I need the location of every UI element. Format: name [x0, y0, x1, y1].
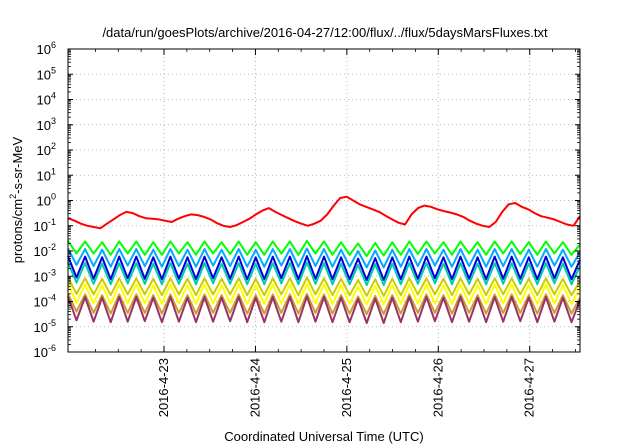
y-tick-exponent: -6	[48, 343, 56, 353]
y-tick-exponent: -2	[48, 242, 56, 252]
x-axis-label: Coordinated Universal Time (UTC)	[224, 429, 423, 444]
y-tick-exponent: 2	[51, 141, 56, 151]
y-tick-base: 10	[37, 168, 51, 183]
chart-title: /data/run/goesPlots/archive/2016-04-27/1…	[102, 25, 548, 40]
y-tick-exponent: 0	[51, 192, 56, 202]
y-tick-exponent: 6	[51, 40, 56, 50]
y-tick-base: 10	[34, 295, 48, 310]
y-tick-exponent: 3	[51, 116, 56, 126]
y-tick-label: 105	[37, 65, 56, 82]
y-tick-label: 101	[37, 166, 56, 183]
y-tick-base: 10	[37, 42, 51, 57]
y-tick-label: 103	[37, 116, 56, 133]
y-tick-base: 10	[34, 244, 48, 259]
series-line-3	[67, 247, 581, 269]
series-line-9	[67, 295, 581, 324]
y-tick-label: 10-1	[34, 217, 56, 234]
y-tick-label: 10-4	[34, 293, 56, 310]
y-tick-label: 100	[37, 192, 56, 209]
y-tick-label: 10-2	[34, 242, 56, 259]
y-tick-exponent: 4	[51, 91, 56, 101]
y-tick-exponent: -3	[48, 267, 56, 277]
x-tick-label: 2016-4-25	[339, 358, 354, 417]
y-tick-base: 10	[34, 320, 48, 335]
series-line-5	[67, 261, 581, 287]
y-tick-base: 10	[34, 219, 48, 234]
y-tick-base: 10	[37, 143, 51, 158]
x-tick-label: 2016-4-24	[247, 358, 262, 417]
y-tick-base: 10	[34, 345, 48, 360]
y-tick-base: 10	[37, 93, 51, 108]
y-tick-exponent: 1	[51, 166, 56, 176]
series-line-2	[67, 239, 581, 258]
x-tick-label: 2016-4-27	[522, 358, 537, 417]
series-line-8	[67, 292, 581, 316]
series-line-6	[67, 276, 581, 297]
series-line-7	[67, 282, 581, 306]
axes	[67, 48, 581, 353]
y-tick-base: 10	[37, 118, 51, 133]
y-axis-label: protons/cm2-s-sr-MeV	[8, 136, 25, 263]
y-tick-exponent: -4	[48, 293, 56, 303]
y-tick-label: 104	[37, 91, 56, 108]
y-tick-label: 10-6	[34, 343, 56, 360]
y-tick-label: 10-3	[34, 267, 56, 284]
x-tick-label: 2016-4-23	[156, 358, 171, 417]
y-tick-exponent: -5	[48, 318, 56, 328]
y-tick-base: 10	[37, 194, 51, 209]
series-line-4	[67, 255, 581, 281]
x-tick-labels: 2016-4-23 2016-4-24 2016-4-25 2016-4-26 2016…	[156, 358, 537, 417]
series-group	[67, 195, 581, 324]
y-tick-label: 102	[37, 141, 56, 158]
y-tick-base: 10	[37, 67, 51, 82]
y-tick-labels: 10-610-510-410-310-210-11001011021031041…	[34, 40, 56, 360]
y-tick-exponent: -1	[48, 217, 56, 227]
series-line-1	[67, 195, 581, 230]
grid	[68, 49, 580, 352]
y-tick-label: 106	[37, 40, 56, 57]
y-tick-base: 10	[34, 269, 48, 284]
y-tick-label: 10-5	[34, 318, 56, 335]
plot-frame	[67, 48, 581, 353]
y-tick-exponent: 5	[51, 65, 56, 75]
x-tick-label: 2016-4-26	[430, 358, 445, 417]
